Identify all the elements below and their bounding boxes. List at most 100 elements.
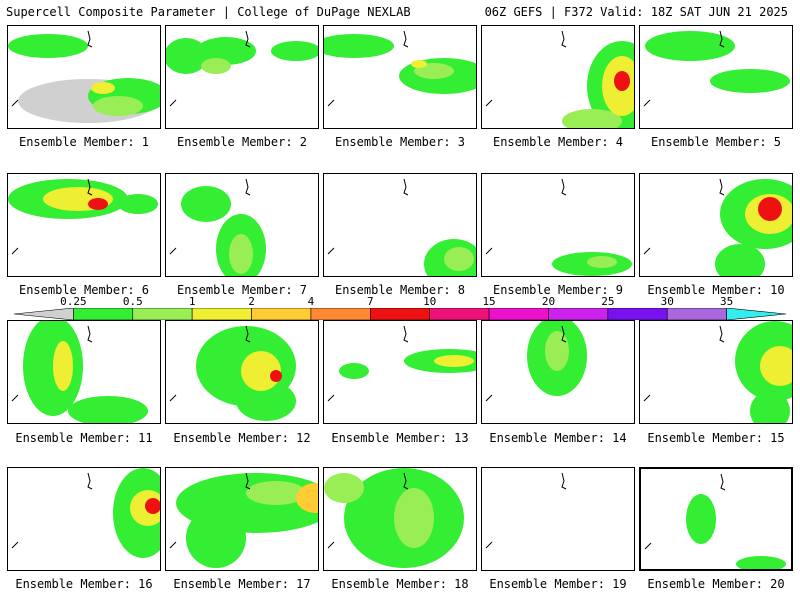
colorbar-tick-label: 35 [719, 295, 734, 308]
scp-contour [53, 341, 73, 391]
scp-map [324, 30, 476, 107]
coastline [327, 541, 335, 549]
scp-contour [758, 197, 782, 221]
coastline [561, 325, 567, 343]
scp-contour [324, 473, 364, 503]
ensemble-panel-18[interactable] [323, 467, 477, 571]
scp-map [11, 321, 148, 423]
coastline [403, 472, 409, 490]
ensemble-panel-14[interactable] [481, 320, 635, 424]
colorbar [14, 308, 786, 320]
coastline [561, 178, 567, 196]
coastline [327, 99, 335, 107]
coastline [87, 472, 93, 490]
colorbar-tick-label: 10 [423, 295, 437, 308]
scp-contour [270, 370, 282, 382]
colorbar-tick-label: 4 [307, 295, 315, 308]
map-title: Supercell Composite Parameter | College … [6, 5, 411, 19]
colorbar-tick-label: 1 [188, 295, 196, 308]
colorbar-tick-label: 7 [366, 295, 374, 308]
ensemble-panel-1[interactable] [7, 25, 161, 129]
colorbar-swatch [607, 308, 668, 320]
coastline [245, 30, 251, 48]
scp-contour [271, 41, 318, 61]
coastline [644, 542, 652, 550]
ensemble-panel-11[interactable] [7, 320, 161, 424]
ensemble-panel-9[interactable] [481, 173, 635, 277]
scp-map [644, 473, 786, 569]
coastline [169, 541, 177, 549]
coastline [561, 472, 567, 490]
scp-contour [201, 58, 231, 74]
coastline [719, 30, 725, 48]
colorbar-swatch [666, 308, 727, 320]
coastline [87, 325, 93, 343]
colorbar-tick-label: 20 [541, 295, 556, 308]
coastline [327, 247, 335, 255]
scp-contour [196, 37, 256, 65]
coastline [169, 394, 177, 402]
colorbar-tick-label: 15 [482, 295, 496, 308]
scp-map [169, 325, 296, 421]
ensemble-panel-15[interactable] [639, 320, 793, 424]
ensemble-member-label: Ensemble Member: 10 [647, 283, 785, 297]
ensemble-panel-13[interactable] [323, 320, 477, 424]
ensemble-panel-7[interactable] [165, 173, 319, 277]
scp-map [327, 178, 476, 276]
ensemble-member-label: Ensemble Member: 8 [334, 283, 466, 297]
colorbar-swatch [726, 308, 786, 320]
ensemble-member-label: Ensemble Member: 16 [15, 577, 153, 591]
ensemble-panel-10[interactable] [639, 173, 793, 277]
coastline [485, 394, 493, 402]
ensemble-member-label: Ensemble Member: 3 [334, 135, 466, 149]
colorbar-tick-label: 0.5 [122, 295, 143, 308]
colorbar-swatch [191, 308, 252, 320]
scp-contour [645, 31, 735, 61]
scp-contour [614, 71, 630, 91]
ensemble-member-label: Ensemble Member: 14 [489, 431, 627, 445]
coastline [403, 325, 409, 343]
ensemble-panel-8[interactable] [323, 173, 477, 277]
ensemble-panel-12[interactable] [165, 320, 319, 424]
ensemble-member-label: Ensemble Member: 18 [331, 577, 469, 591]
ensemble-member-label: Ensemble Member: 11 [15, 431, 153, 445]
ensemble-panel-6[interactable] [7, 173, 161, 277]
ensemble-panel-17[interactable] [165, 467, 319, 571]
ensemble-panel-3[interactable] [323, 25, 477, 129]
ensemble-member-label: Ensemble Member: 20 [647, 577, 785, 591]
ensemble-panel-20[interactable] [639, 467, 793, 571]
ensemble-panel-16[interactable] [7, 467, 161, 571]
coastline [720, 473, 726, 491]
scp-contour [241, 351, 281, 391]
ensemble-panel-5[interactable] [639, 25, 793, 129]
valid-time: 06Z GEFS | F372 Valid: 18Z SAT JUN 21 20… [484, 5, 788, 19]
coastline [403, 30, 409, 48]
scp-contour [562, 109, 622, 128]
scp-contour [229, 234, 253, 274]
coastline [643, 394, 651, 402]
scp-contour [394, 488, 434, 548]
scp-map [643, 30, 790, 107]
ensemble-member-label: Ensemble Member: 17 [173, 577, 311, 591]
coastline [327, 394, 335, 402]
colorbar-swatch [310, 308, 371, 320]
coastline [719, 178, 725, 196]
scp-contour [8, 34, 88, 58]
ensemble-panel-4[interactable] [481, 25, 635, 129]
coastline [169, 99, 177, 107]
ensemble-panel-19[interactable] [481, 467, 635, 571]
colorbar-swatch [251, 308, 312, 320]
coastline [87, 30, 93, 48]
scp-map [643, 178, 792, 276]
scp-contour [686, 494, 716, 544]
coastline [245, 325, 251, 343]
coastline [485, 541, 493, 549]
ensemble-member-label: Ensemble Member: 6 [18, 283, 150, 297]
colorbar-swatch [429, 308, 490, 320]
scp-contour [181, 186, 231, 222]
scp-contour [236, 381, 296, 421]
coastline [11, 394, 19, 402]
ensemble-panel-2[interactable] [165, 25, 319, 129]
scp-contour [296, 483, 318, 513]
colorbar-swatch [14, 308, 74, 320]
